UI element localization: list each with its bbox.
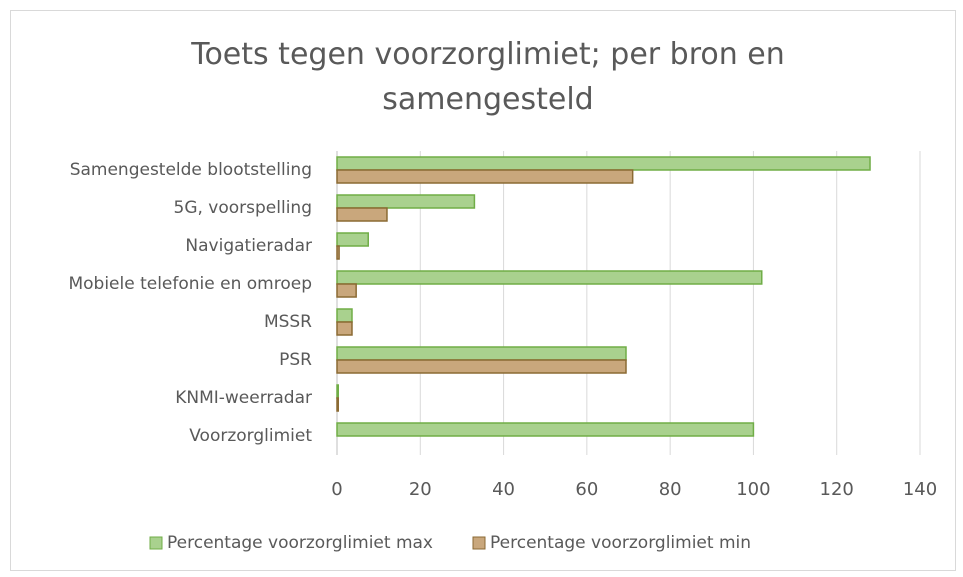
bar — [336, 397, 339, 412]
x-tick-label: 20 — [409, 479, 432, 500]
bar — [336, 245, 340, 260]
x-tick-label: 100 — [736, 479, 770, 500]
y-tick-label: KNMI-weerradar — [175, 388, 312, 408]
bar — [336, 308, 353, 323]
bar — [336, 346, 627, 361]
y-tick-label: 5G, voorspelling — [174, 198, 313, 218]
chart-title: Toets tegen voorzorglimiet; per bron en s… — [190, 37, 785, 117]
bar — [336, 232, 369, 247]
bar — [336, 359, 627, 374]
bar — [336, 169, 634, 184]
y-tick-label: Mobiele telefonie en omroep — [68, 274, 312, 294]
x-tick-label: 40 — [492, 479, 515, 500]
legend-swatch — [472, 536, 486, 550]
y-tick-label: Voorzorglimiet — [189, 426, 312, 446]
x-tick-label: 60 — [575, 479, 598, 500]
bar — [336, 283, 357, 298]
y-tick-label: Samengestelde blootstelling — [70, 160, 312, 180]
legend-label: Percentage voorzorglimiet min — [490, 533, 751, 553]
legend-label: Percentage voorzorglimiet max — [167, 533, 433, 553]
x-tick-label: 80 — [659, 479, 682, 500]
x-tick-label: 140 — [903, 479, 937, 500]
chart-frame — [10, 10, 956, 571]
x-tick-label: 120 — [820, 479, 854, 500]
y-tick-label: PSR — [279, 350, 312, 370]
bar — [336, 270, 763, 285]
bar — [336, 156, 871, 171]
bar — [336, 194, 476, 209]
bar — [336, 384, 339, 399]
y-tick-label: MSSR — [264, 312, 312, 332]
legend-swatch — [149, 536, 163, 550]
bar — [336, 207, 388, 222]
x-tick-label: 0 — [331, 479, 342, 500]
y-tick-label: Navigatieradar — [185, 236, 312, 256]
bar — [336, 422, 755, 437]
bar — [336, 321, 353, 336]
